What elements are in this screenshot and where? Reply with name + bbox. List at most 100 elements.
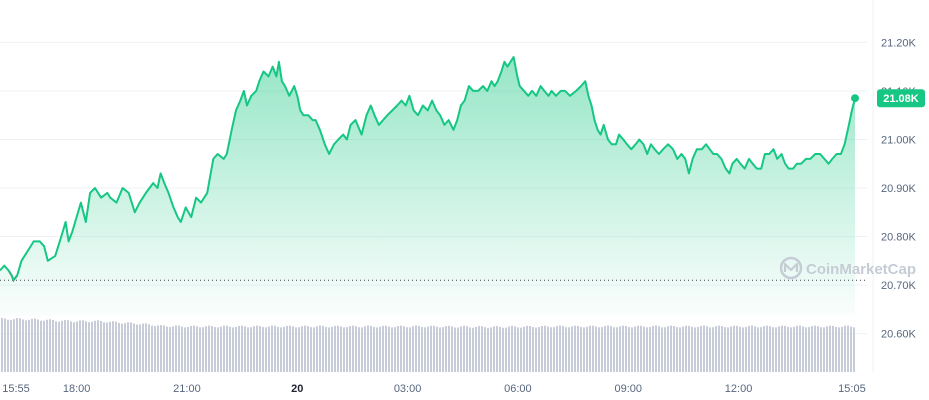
volume-bar	[544, 325, 546, 372]
volume-bar	[37, 319, 39, 372]
volume-bar	[373, 326, 375, 372]
volume-bar	[160, 325, 162, 372]
volume-bar	[1, 318, 3, 372]
volume-bar	[298, 327, 300, 372]
volume-bar	[154, 326, 156, 372]
volume-bar	[457, 327, 459, 372]
volume-bar	[625, 325, 627, 372]
volume-bar	[391, 327, 393, 372]
volume-bar	[775, 327, 777, 372]
volume-bar	[445, 326, 447, 372]
volume-bar	[211, 325, 213, 372]
volume-bar	[592, 325, 594, 372]
coinmarketcap-watermark: CoinMarketCap	[779, 256, 916, 280]
volume-bar	[199, 327, 201, 372]
volume-bar	[661, 327, 663, 372]
volume-bar	[187, 327, 189, 372]
volume-bar	[826, 326, 828, 372]
volume-bar	[529, 326, 531, 372]
volume-bar	[76, 321, 78, 372]
volume-bar	[394, 327, 396, 372]
volume-bar	[184, 327, 186, 372]
x-tick-label: 20	[291, 383, 303, 395]
volume-bar	[274, 325, 276, 372]
volume-bar	[715, 326, 717, 372]
volume-bar	[466, 326, 468, 372]
volume-bar	[493, 326, 495, 372]
volume-bar	[709, 327, 711, 372]
x-tick-label: 15:05	[838, 383, 866, 395]
volume-bar	[577, 325, 579, 372]
volume-bar	[313, 327, 315, 372]
volume-bar	[43, 320, 45, 372]
volume-bar	[226, 325, 228, 372]
volume-bar	[844, 325, 846, 372]
volume-bar	[574, 325, 576, 372]
volume-bar	[835, 326, 837, 372]
volume-bar	[106, 322, 108, 372]
volume-bar	[604, 326, 606, 372]
volume-bar	[271, 325, 273, 372]
volume-bar	[727, 327, 729, 372]
volume-bar	[694, 327, 696, 372]
volume-bar	[265, 327, 267, 372]
volume-bar	[802, 326, 804, 372]
volume-bar	[712, 327, 714, 372]
volume-bar	[118, 322, 120, 372]
volume-bar	[781, 325, 783, 372]
volume-bar	[412, 326, 414, 372]
volume-bar	[772, 327, 774, 372]
volume-bar	[202, 327, 204, 372]
volume-bar	[208, 325, 210, 372]
x-tick-label: 09:00	[614, 383, 642, 395]
volume-bar	[508, 326, 510, 372]
volume-bar	[796, 325, 798, 372]
volume-bar	[481, 326, 483, 372]
volume-bar	[19, 318, 21, 372]
volume-bar	[718, 325, 720, 372]
volume-bar	[472, 327, 474, 372]
volume-bar	[673, 325, 675, 372]
volume-bar	[490, 327, 492, 372]
volume-bar	[502, 327, 504, 372]
volume-bar	[355, 326, 357, 372]
volume-bar	[607, 325, 609, 372]
volume-bar	[487, 327, 489, 372]
volume-bar	[34, 318, 36, 372]
volume-bar	[217, 327, 219, 372]
volume-bar	[721, 326, 723, 372]
volume-bar	[550, 327, 552, 372]
volume-bar	[436, 326, 438, 372]
volume-bar	[643, 326, 645, 372]
volume-bar	[196, 326, 198, 372]
volume-bar	[229, 326, 231, 372]
volume-bar	[526, 325, 528, 372]
volume-bar	[151, 325, 153, 372]
volume-bar	[739, 326, 741, 372]
x-tick-label: 18:00	[63, 383, 91, 395]
volume-bar	[100, 320, 102, 372]
volume-bar	[535, 327, 537, 372]
volume-bar	[145, 323, 147, 372]
volume-bar	[814, 325, 816, 372]
volume-bar	[556, 326, 558, 372]
volume-bar	[331, 326, 333, 372]
volume-bar	[148, 324, 150, 372]
volume-bar	[793, 326, 795, 372]
volume-bar	[301, 326, 303, 372]
volume-bar	[166, 326, 168, 372]
volume-bar	[397, 326, 399, 372]
current-price-dot[interactable]	[851, 94, 859, 103]
volume-bar	[499, 326, 501, 372]
volume-bar	[91, 321, 93, 372]
volume-bar	[418, 325, 420, 372]
volume-bar	[463, 325, 465, 372]
volume-bar	[523, 326, 525, 372]
y-axis: 21.20K21.10K21.00K20.90K20.80K20.70K20.6…	[881, 37, 917, 340]
volume-bar	[634, 326, 636, 372]
volume-bar	[571, 326, 573, 372]
volume-bar	[823, 327, 825, 372]
volume-bar	[325, 326, 327, 372]
volume-bar	[334, 325, 336, 372]
